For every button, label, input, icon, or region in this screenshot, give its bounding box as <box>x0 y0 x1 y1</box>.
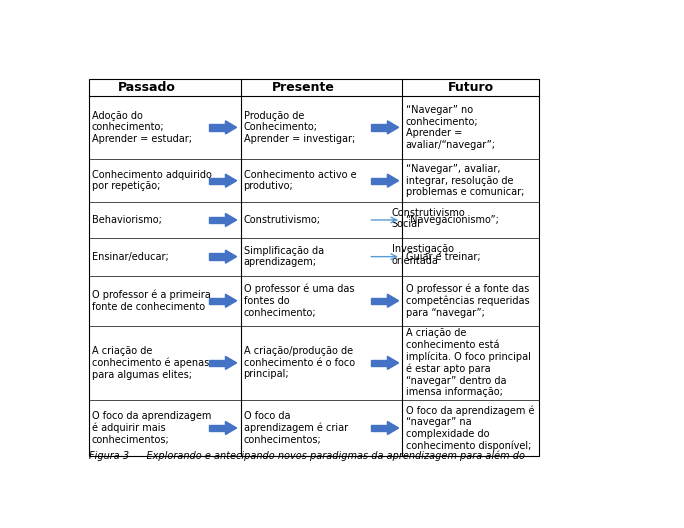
Polygon shape <box>387 174 399 187</box>
Text: O foco da
aprendizagem é criar
conhecimentos;: O foco da aprendizagem é criar conhecime… <box>244 411 347 445</box>
Text: A criação de
conhecimento é apenas
para algumas elites;: A criação de conhecimento é apenas para … <box>92 346 209 380</box>
Text: O professor é a primeira
fonte de conhecimento: O professor é a primeira fonte de conhec… <box>92 290 211 312</box>
Text: Behaviorismo;: Behaviorismo; <box>92 215 161 225</box>
Polygon shape <box>226 356 237 370</box>
Text: O foco da aprendizagem
é adquirir mais
conhecimentos;: O foco da aprendizagem é adquirir mais c… <box>92 411 211 445</box>
Text: Conhecimento activo e
produtivo;: Conhecimento activo e produtivo; <box>244 170 356 192</box>
Text: Guiar e treinar;: Guiar e treinar; <box>406 252 480 262</box>
Bar <box>371 177 387 184</box>
Text: “Navegar”, avaliar,
integrar, resolução de
problemas e comunicar;: “Navegar”, avaliar, integrar, resolução … <box>406 164 524 197</box>
Bar <box>209 298 226 304</box>
Text: O professor é a fonte das
competências requeridas
para “navegar”;: O professor é a fonte das competências r… <box>406 284 529 318</box>
Text: O foco da aprendizagem é
“navegar” na
complexidade do
conhecimento disponível;: O foco da aprendizagem é “navegar” na co… <box>406 405 534 451</box>
Bar <box>89 79 539 456</box>
Text: Investigação
orientada: Investigação orientada <box>392 244 453 266</box>
Polygon shape <box>387 356 399 370</box>
Bar <box>209 425 226 431</box>
Text: Simplificação da
aprendizagem;: Simplificação da aprendizagem; <box>244 246 324 268</box>
Bar <box>371 425 387 431</box>
Text: A criação/produção de
conhecimento é o foco
principal;: A criação/produção de conhecimento é o f… <box>244 346 355 380</box>
Polygon shape <box>226 421 237 435</box>
Polygon shape <box>226 121 237 134</box>
Text: Conhecimento adquirido
por repetição;: Conhecimento adquirido por repetição; <box>92 170 211 192</box>
Text: Passado: Passado <box>118 81 176 94</box>
Bar <box>371 360 387 366</box>
Bar <box>209 217 226 223</box>
Text: “Navegacionismo”;: “Navegacionismo”; <box>406 215 499 225</box>
Bar <box>209 124 226 130</box>
Text: Produção de
Conhecimento;
Aprender = investigar;: Produção de Conhecimento; Aprender = inv… <box>244 111 355 144</box>
Polygon shape <box>226 213 237 227</box>
Text: Figura 3 –   Explorando e antecipando novos paradigmas da aprendizagem para além: Figura 3 – Explorando e antecipando novo… <box>89 451 525 461</box>
Text: Presente: Presente <box>272 81 335 94</box>
Polygon shape <box>387 121 399 134</box>
Text: O professor é uma das
fontes do
conhecimento;: O professor é uma das fontes do conhecim… <box>244 284 354 317</box>
Bar <box>209 177 226 184</box>
Polygon shape <box>226 174 237 187</box>
Text: Futuro: Futuro <box>447 81 494 94</box>
Text: Construtivismo;: Construtivismo; <box>244 215 321 225</box>
Bar <box>371 298 387 304</box>
Polygon shape <box>387 294 399 307</box>
Bar <box>209 360 226 366</box>
Text: A criação de
conhecimento está
implícita. O foco principal
é estar apto para
“na: A criação de conhecimento está implícita… <box>406 328 531 398</box>
Text: Construtivismo
Social: Construtivismo Social <box>392 208 465 229</box>
Polygon shape <box>226 250 237 263</box>
Bar <box>209 253 226 260</box>
Bar <box>371 124 387 130</box>
Text: Adoção do
conhecimento;
Aprender = estudar;: Adoção do conhecimento; Aprender = estud… <box>92 111 192 144</box>
Polygon shape <box>387 421 399 435</box>
Polygon shape <box>226 294 237 307</box>
Text: “Navegar” no
conhecimento;
Aprender =
avaliar/“navegar”;: “Navegar” no conhecimento; Aprender = av… <box>406 105 496 150</box>
Text: Ensinar/educar;: Ensinar/educar; <box>92 252 168 262</box>
